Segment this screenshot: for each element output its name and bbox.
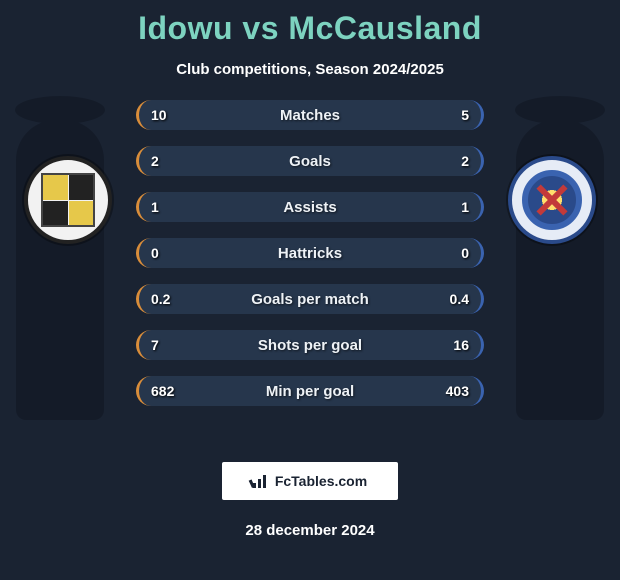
left-player-silhouette	[0, 96, 120, 456]
stat-row: 0 Hattricks 0	[136, 238, 484, 268]
stat-left-value: 0	[151, 245, 159, 261]
stat-left-value: 682	[151, 383, 174, 399]
subtitle: Club competitions, Season 2024/2025	[0, 61, 620, 78]
stat-label: Shots per goal	[139, 337, 481, 354]
right-club-badge	[508, 156, 596, 244]
rangers-crest-icon	[522, 170, 582, 230]
stat-label: Goals	[139, 153, 481, 170]
page-title: Idowu vs McCausland	[0, 0, 620, 47]
stat-right-value: 1	[461, 199, 469, 215]
stat-row: 7 Shots per goal 16	[136, 330, 484, 360]
stat-row: 682 Min per goal 403	[136, 376, 484, 406]
date-label: 28 december 2024	[0, 522, 620, 539]
stat-right-value: 0.4	[450, 291, 469, 307]
stat-right-value: 403	[446, 383, 469, 399]
stat-row: 10 Matches 5	[136, 100, 484, 130]
stat-left-value: 2	[151, 153, 159, 169]
left-club-badge	[24, 156, 112, 244]
stat-row: 1 Assists 1	[136, 192, 484, 222]
stat-row: 0.2 Goals per match 0.4	[136, 284, 484, 314]
stat-right-value: 5	[461, 107, 469, 123]
stat-row: 2 Goals 2	[136, 146, 484, 176]
fctables-branding: FcTables.com	[222, 462, 398, 500]
stat-right-value: 16	[453, 337, 469, 353]
stat-left-value: 10	[151, 107, 167, 123]
st-mirren-crest-icon	[41, 173, 95, 227]
stat-left-value: 7	[151, 337, 159, 353]
stat-label: Min per goal	[139, 383, 481, 400]
comparison-panel: 10 Matches 5 2 Goals 2 1 Assists 1 0 Hat…	[0, 106, 620, 426]
chart-icon	[253, 474, 271, 488]
right-player-silhouette	[500, 96, 620, 456]
branding-label: FcTables.com	[275, 473, 367, 489]
stat-right-value: 0	[461, 245, 469, 261]
stat-label: Goals per match	[139, 291, 481, 308]
stat-right-value: 2	[461, 153, 469, 169]
stat-label: Hattricks	[139, 245, 481, 262]
stat-label: Matches	[139, 107, 481, 124]
stat-left-value: 1	[151, 199, 159, 215]
stat-left-value: 0.2	[151, 291, 170, 307]
stat-label: Assists	[139, 199, 481, 216]
stats-list: 10 Matches 5 2 Goals 2 1 Assists 1 0 Hat…	[136, 100, 484, 422]
